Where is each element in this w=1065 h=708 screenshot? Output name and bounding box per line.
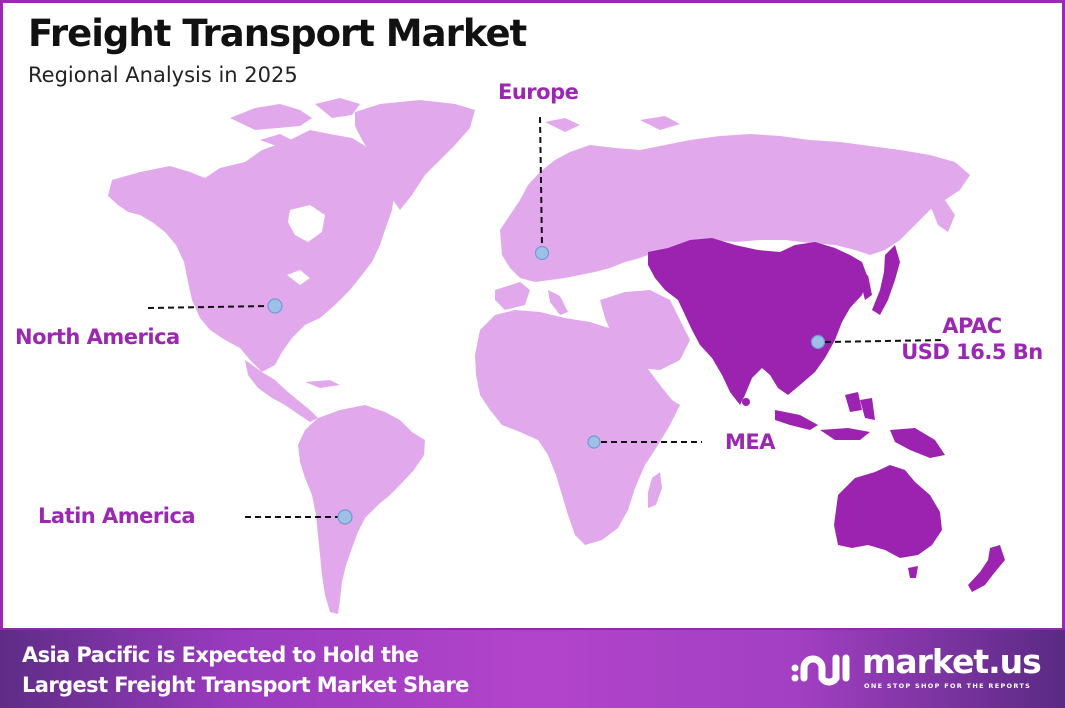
land-apac	[648, 238, 1005, 592]
leader-line-europe	[539, 116, 543, 247]
marker-latin-america[interactable]	[337, 509, 353, 525]
brand-name: market.us	[862, 642, 1042, 681]
footer-headline: Asia Pacific is Expected to Hold the Lar…	[22, 640, 469, 700]
label-europe: Europe	[498, 80, 579, 104]
marker-mea[interactable]	[587, 435, 601, 449]
hudson-bay	[288, 205, 325, 242]
page-title: Freight Transport Market	[28, 12, 527, 55]
region-markers	[267, 245, 826, 525]
marker-europe[interactable]	[534, 245, 550, 261]
footer-banner: Asia Pacific is Expected to Hold the Lar…	[0, 628, 1065, 708]
land-madagascar	[648, 472, 662, 508]
label-north-america: North America	[15, 325, 180, 349]
land-south-america	[298, 405, 425, 614]
footer-headline-line2: Largest Freight Transport Market Share	[22, 673, 469, 697]
label-apac-value: USD 16.5 Bn	[901, 340, 1043, 364]
leader-line-north-america	[147, 305, 269, 309]
page-subtitle: Regional Analysis in 2025	[28, 63, 298, 87]
label-apac: APAC USD 16.5 Bn	[897, 313, 1047, 365]
footer-headline-line1: Asia Pacific is Expected to Hold the	[22, 643, 419, 667]
label-latin-america: Latin America	[38, 504, 196, 528]
label-mea: MEA	[725, 430, 776, 454]
great-lakes	[287, 270, 310, 285]
marker-apac[interactable]	[810, 334, 826, 350]
market-us-logo-icon	[791, 654, 850, 686]
world-map	[108, 98, 1005, 614]
brand-tagline: ONE STOP SHOP FOR THE REPORTS	[864, 682, 1032, 690]
brand-logo[interactable]: market.us ONE STOP SHOP FOR THE REPORTS	[790, 642, 1042, 700]
land-north-america	[108, 98, 475, 422]
leader-lines	[147, 116, 946, 518]
marker-north-america[interactable]	[267, 298, 283, 314]
land-africa	[475, 310, 680, 545]
label-apac-name: APAC	[942, 314, 1002, 338]
leader-line-apac	[824, 339, 946, 343]
